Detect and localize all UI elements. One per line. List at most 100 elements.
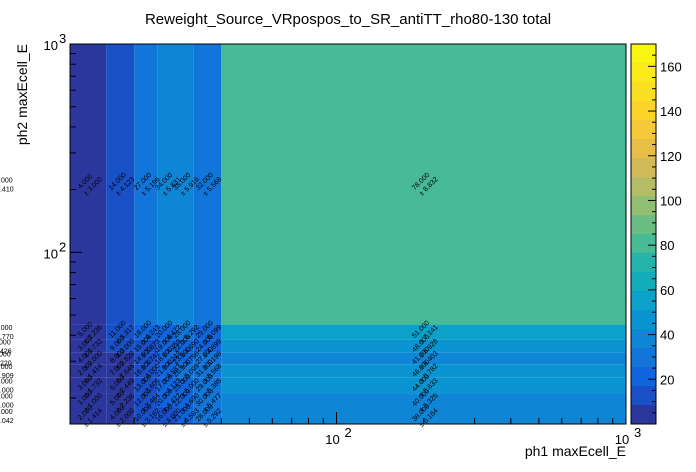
colorbar-band bbox=[631, 291, 656, 310]
heatmap-cell bbox=[106, 407, 135, 424]
x-tick-label-exponent: 3 bbox=[634, 425, 641, 440]
heatmap-cell bbox=[70, 352, 107, 365]
colorbar-tick-label: 20 bbox=[660, 372, 674, 387]
heatmap-cell bbox=[106, 339, 135, 353]
heatmap-cell bbox=[176, 407, 194, 424]
heatmap-cell bbox=[221, 393, 627, 408]
colorbar-band bbox=[631, 177, 656, 196]
colorbar-tick-label: 160 bbox=[660, 59, 682, 74]
heatmap-cell bbox=[221, 44, 627, 325]
heatmap-cell bbox=[106, 377, 135, 394]
axes: 10 2 10 310 210 3 bbox=[44, 31, 642, 447]
heatmap-cell bbox=[134, 364, 158, 378]
heatmap-cell bbox=[221, 407, 627, 424]
colorbar-band bbox=[631, 82, 656, 101]
heatmap-cell bbox=[157, 407, 177, 424]
colorbar-tick-label: 40 bbox=[660, 328, 674, 343]
colorbar-band bbox=[631, 253, 656, 272]
cell-error-label: ± 8.426 bbox=[0, 348, 12, 355]
heatmap-cell bbox=[193, 377, 222, 394]
colorbar-tick-label: 100 bbox=[660, 193, 682, 208]
heatmap-cell bbox=[157, 364, 177, 378]
y-tick-label: 10 bbox=[44, 38, 58, 53]
heatmap-cell bbox=[134, 393, 158, 408]
cell-error-label: ± 13.000 bbox=[0, 403, 14, 410]
heatmap-cell bbox=[193, 324, 222, 340]
heatmap-cell bbox=[176, 352, 194, 365]
heatmap-cell bbox=[106, 44, 135, 325]
heatmap-cell bbox=[157, 324, 177, 340]
plot-frame bbox=[69, 43, 627, 425]
cell-value-label: 85.000 bbox=[0, 352, 11, 359]
colorbar-band bbox=[631, 139, 656, 158]
heatmap-cell bbox=[221, 364, 627, 378]
colorbar-band bbox=[631, 234, 656, 253]
colorbar-band bbox=[631, 367, 656, 386]
heatmap-cell bbox=[70, 407, 107, 424]
cell-value-label: 145.000 bbox=[0, 409, 13, 416]
heatmap-cell bbox=[193, 339, 222, 353]
heatmap-cell bbox=[193, 352, 222, 365]
heatmap-cell bbox=[193, 393, 222, 408]
y-tick-label-exponent: 2 bbox=[59, 239, 66, 254]
colorbar-tick-label: 60 bbox=[660, 283, 674, 298]
heatmap-cell bbox=[157, 339, 177, 353]
heatmap-cell bbox=[221, 324, 627, 340]
colorbar-band bbox=[631, 120, 656, 139]
heatmap-cell bbox=[176, 339, 194, 353]
heatmap-cell bbox=[176, 377, 194, 394]
cell-error-label: ± 13.000 bbox=[0, 388, 14, 395]
heatmap-cell bbox=[134, 407, 158, 424]
colorbar-band bbox=[631, 272, 656, 291]
heatmap-cell bbox=[176, 324, 194, 340]
heatmap-cell bbox=[70, 364, 107, 378]
cell-value-label: 119.000 bbox=[0, 364, 12, 371]
colorbar-band bbox=[631, 310, 656, 329]
colorbar-band bbox=[631, 101, 656, 120]
heatmap-cell bbox=[157, 377, 177, 394]
heatmap-cell bbox=[157, 393, 177, 408]
colorbar-band bbox=[631, 44, 656, 63]
heatmap-cell bbox=[176, 44, 194, 325]
heatmap-cell bbox=[221, 377, 627, 394]
y-tick-label: 10 bbox=[44, 246, 58, 261]
x-tick-label: 10 bbox=[615, 432, 629, 447]
heatmap-cell bbox=[134, 339, 158, 353]
colorbar-band bbox=[631, 329, 656, 348]
colorbar-band bbox=[631, 196, 656, 215]
heatmap-cells bbox=[70, 44, 627, 424]
heatmap-cell bbox=[157, 352, 177, 365]
colorbar-band bbox=[631, 348, 656, 367]
cell-error-label: ± 9.220 bbox=[0, 361, 12, 368]
heatmap-cell bbox=[134, 324, 158, 340]
heatmap-cell bbox=[70, 44, 107, 325]
colorbar-band bbox=[631, 158, 656, 177]
heatmap-cell bbox=[134, 44, 158, 325]
heatmap-cell bbox=[134, 352, 158, 365]
cell-error-label: ± 10.770 bbox=[0, 334, 14, 341]
cell-error-label: ± 10.909 bbox=[0, 373, 14, 380]
x-axis-label: ph1 maxEcell_E bbox=[525, 443, 626, 459]
heatmap-cell bbox=[193, 364, 222, 378]
cell-value-label: 71.000 bbox=[0, 339, 11, 346]
cell-value-label: 169.000 bbox=[0, 379, 13, 386]
heatmap-cell bbox=[157, 44, 177, 325]
heatmap-cell bbox=[106, 352, 135, 365]
cell-error-label: ± 12.410 bbox=[0, 186, 14, 193]
heatmap-cell bbox=[221, 339, 627, 353]
heatmap-cell bbox=[134, 377, 158, 394]
heatmap-cell bbox=[193, 407, 222, 424]
heatmap-cell bbox=[221, 352, 627, 365]
y-axis-label: ph2 maxEcell_E bbox=[14, 44, 30, 145]
colorbar-band bbox=[631, 386, 656, 405]
colorbar-tick-label: 80 bbox=[660, 238, 674, 253]
chart-title: Reweight_Source_VRpospos_to_SR_antiTT_rh… bbox=[145, 11, 551, 28]
heatmap-cell bbox=[106, 364, 135, 378]
x-tick-label: 10 bbox=[325, 432, 339, 447]
x-tick-label-exponent: 2 bbox=[345, 425, 352, 440]
heatmap-cell bbox=[193, 44, 222, 325]
cell-value-label: 154.000 bbox=[0, 177, 13, 184]
heatmap-cell bbox=[176, 393, 194, 408]
heatmap-cell bbox=[70, 393, 107, 408]
